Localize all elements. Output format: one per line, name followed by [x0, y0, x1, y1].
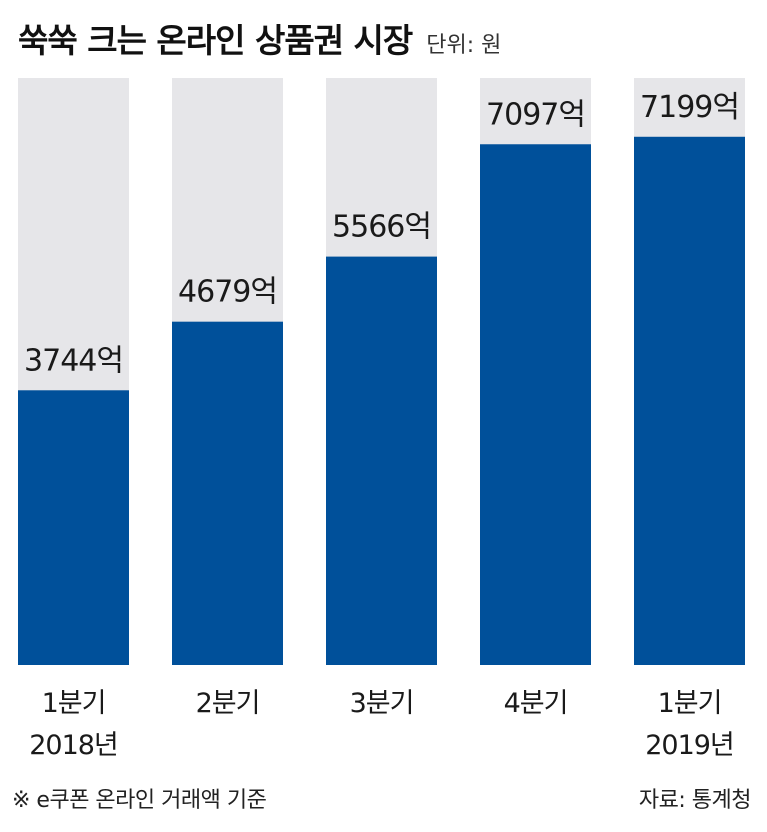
footnote: ※ e쿠폰 온라인 거래액 기준	[12, 788, 267, 813]
bar	[480, 144, 591, 665]
bar	[18, 390, 129, 665]
category-label: 3분기	[350, 688, 414, 719]
source-label: 자료: 통계청	[638, 788, 752, 813]
category-label: 2분기	[196, 688, 260, 719]
unit-label: 단위: 원	[426, 33, 502, 58]
category-label: 4분기	[504, 688, 568, 719]
bar	[634, 136, 745, 665]
category-label: 2019년	[645, 730, 734, 761]
value-label: 7199억	[640, 90, 739, 125]
value-label: 7097억	[486, 97, 585, 132]
bar	[172, 321, 283, 665]
category-label: 2018년	[29, 730, 118, 761]
bar	[326, 256, 437, 665]
category-label: 1분기	[42, 688, 106, 719]
value-label: 5566억	[332, 210, 431, 245]
bar-chart: 3744억 1분기 2018년 4679억 2분기 5566억 3분기 7097억 4분기 719…	[18, 78, 745, 761]
chart-title-row: 쑥쑥 크는 온라인 상품권 시장 단위: 원	[18, 14, 501, 60]
value-label: 3744억	[24, 343, 123, 378]
value-label: 4679억	[178, 275, 277, 310]
category-label: 1분기	[658, 688, 722, 719]
chart-title: 쑥쑥 크는 온라인 상품권 시장	[18, 21, 413, 60]
